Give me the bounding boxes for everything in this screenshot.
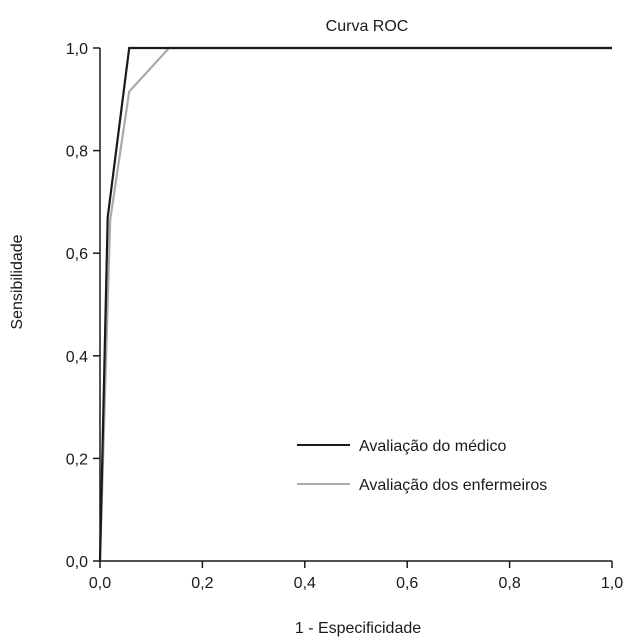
y-tick-label: 1,0: [66, 41, 88, 58]
chart-title: Curva ROC: [326, 18, 409, 35]
x-tick-label: 0,2: [191, 575, 213, 592]
legend: Avaliação do médico Avaliação dos enferm…: [297, 438, 547, 494]
y-tick-label: 0,6: [66, 246, 88, 263]
y-tick-label: 0,0: [66, 554, 88, 571]
y-tick-label: 0,4: [66, 349, 88, 366]
x-tick-label: 0,0: [89, 575, 111, 592]
y-tick-label: 0,8: [66, 144, 88, 161]
x-tick-label: 0,8: [498, 575, 520, 592]
series-line-0: [98, 46, 612, 562]
legend-label-enfermeiros: Avaliação dos enfermeiros: [359, 477, 547, 494]
y-axis-label: Sensibilidade: [9, 234, 26, 329]
x-ticks: 0,0 0,2 0,4 0,6 0,8 1,0: [89, 561, 623, 592]
x-tick-label: 0,4: [294, 575, 316, 592]
legend-label-medico: Avaliação do médico: [359, 438, 506, 455]
x-axis-label: 1 - Especificidade: [295, 620, 421, 637]
x-tick-label: 0,6: [396, 575, 418, 592]
x-tick-label: 1,0: [601, 575, 623, 592]
y-tick-label: 0,2: [66, 451, 88, 468]
series-layer: [98, 46, 612, 562]
y-ticks: 0,0 0,2 0,4 0,6 0,8 1,0: [66, 41, 100, 571]
